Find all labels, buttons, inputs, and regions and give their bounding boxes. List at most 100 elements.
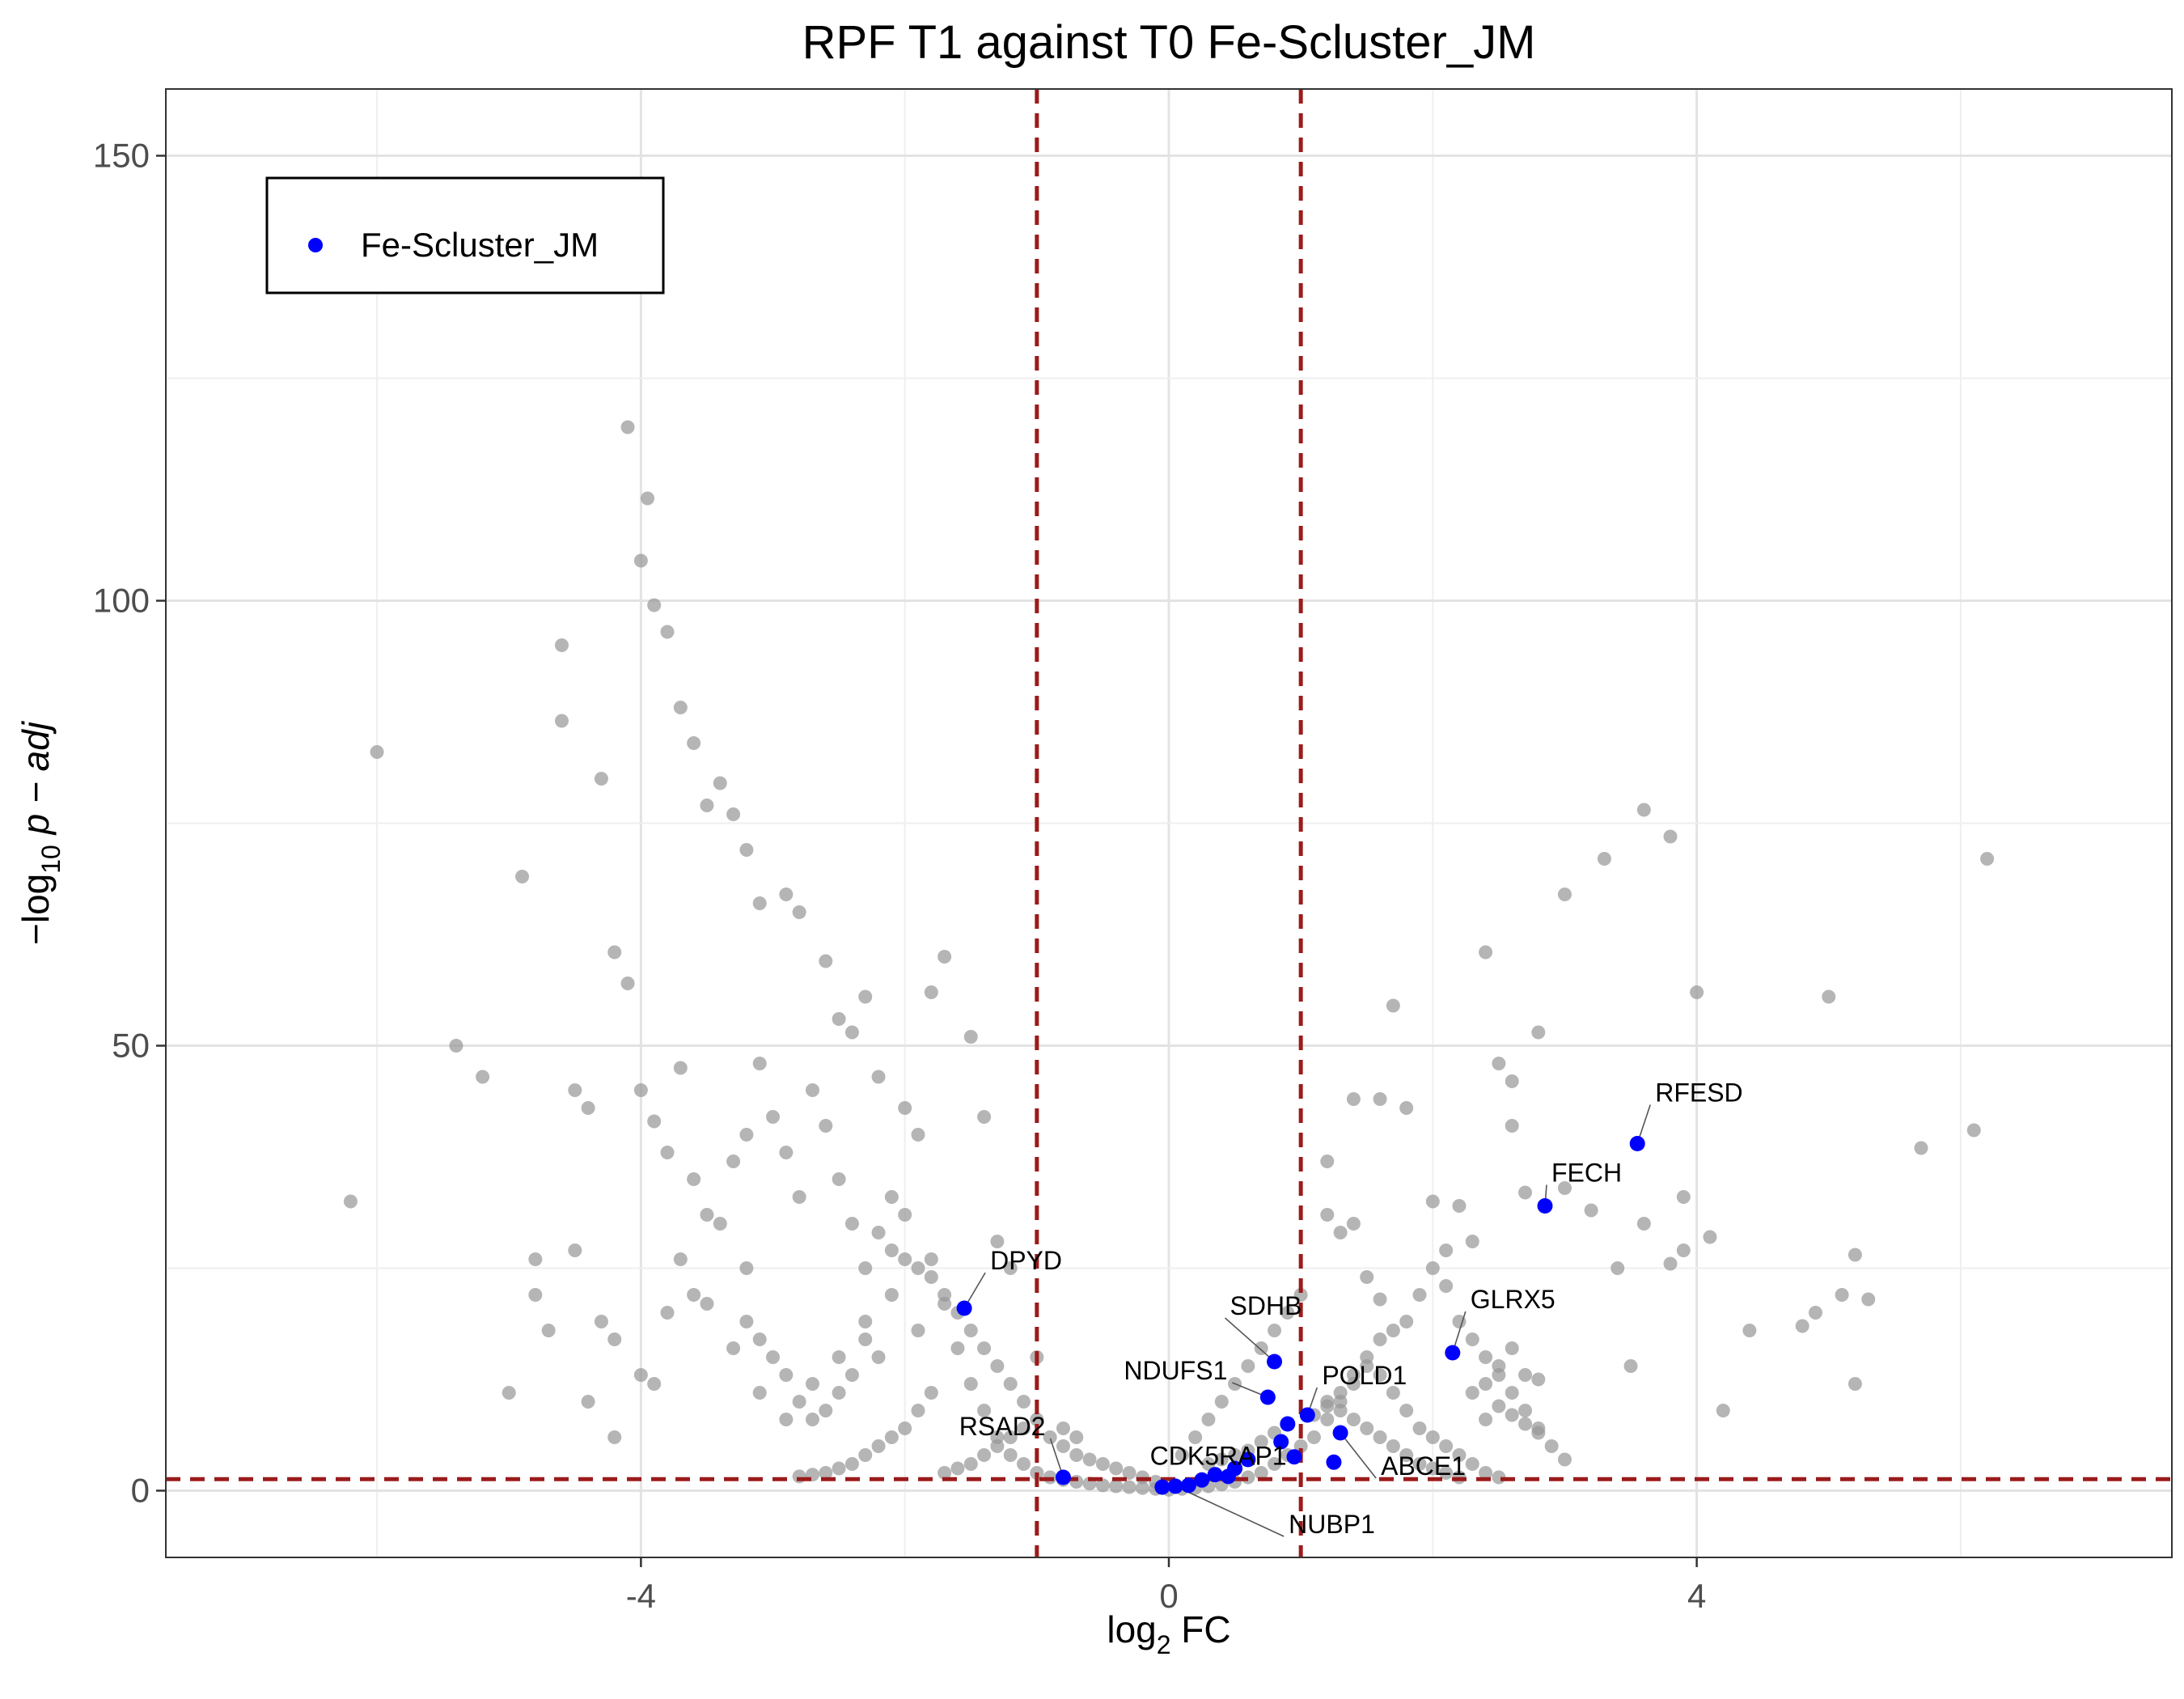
data-point	[898, 1421, 912, 1435]
data-point	[1452, 1448, 1467, 1462]
gene-label: NUBP1	[1289, 1510, 1375, 1539]
data-point	[1399, 1404, 1414, 1417]
data-point	[1557, 1181, 1572, 1195]
data-point	[792, 1469, 806, 1484]
data-point	[1399, 1448, 1414, 1462]
gene-label: CDK5RAP1	[1150, 1442, 1287, 1471]
gene-label: ABCE1	[1381, 1451, 1466, 1481]
gene-label: DPYD	[990, 1246, 1062, 1275]
gene-label: NDUFS1	[1124, 1356, 1227, 1385]
data-point	[1452, 1315, 1467, 1328]
data-point	[1003, 1448, 1018, 1462]
x-axis-title-subscript: 2	[1157, 1630, 1171, 1659]
data-point	[1346, 1368, 1361, 1382]
y-tick-label: 0	[131, 1472, 150, 1510]
data-point	[739, 1315, 754, 1328]
data-point	[1201, 1413, 1216, 1426]
highlighted-point	[1194, 1472, 1210, 1488]
data-point	[343, 1194, 358, 1209]
data-point	[1848, 1377, 1862, 1391]
legend-marker	[308, 238, 323, 252]
data-point	[1663, 1256, 1678, 1271]
data-point	[792, 905, 806, 919]
data-point	[1966, 1123, 1981, 1138]
data-point	[449, 1039, 463, 1053]
data-point	[1017, 1421, 1031, 1435]
y-tick-label: 150	[93, 137, 150, 175]
data-point	[832, 1172, 846, 1186]
data-point	[884, 1190, 899, 1204]
data-point	[660, 625, 675, 639]
data-point	[950, 1461, 965, 1476]
data-point	[911, 1324, 925, 1337]
highlighted-point	[1267, 1354, 1283, 1370]
data-point	[1320, 1395, 1335, 1409]
data-point	[1663, 829, 1678, 844]
data-point	[792, 1190, 806, 1204]
data-point	[1425, 1261, 1440, 1275]
data-point	[805, 1083, 819, 1097]
data-point	[1373, 1368, 1387, 1382]
leader-line	[1175, 1485, 1285, 1537]
data-point	[1056, 1421, 1070, 1435]
data-point	[1795, 1319, 1809, 1333]
data-point	[1518, 1404, 1533, 1417]
data-point	[1412, 1457, 1427, 1471]
data-point	[673, 701, 688, 714]
x-axis-ticks: -4 0 4	[626, 1557, 1706, 1615]
data-point	[1306, 1430, 1321, 1444]
x-tick-label: -4	[626, 1577, 656, 1615]
data-point	[819, 1119, 833, 1133]
data-point	[370, 745, 384, 759]
data-point	[726, 807, 741, 821]
data-point	[1241, 1359, 1255, 1373]
data-point	[884, 1288, 899, 1302]
y-axis-ticks: 0 50 100 150	[93, 137, 166, 1510]
data-point	[950, 1341, 965, 1355]
data-point	[766, 1110, 781, 1124]
data-point	[1479, 1350, 1493, 1364]
data-point	[1439, 1439, 1454, 1453]
highlighted-point	[1220, 1468, 1236, 1485]
data-point	[938, 1466, 952, 1480]
data-point	[528, 1252, 543, 1266]
data-point	[1479, 1377, 1493, 1391]
data-point	[687, 1288, 701, 1302]
data-point	[739, 1128, 754, 1142]
data-point	[1690, 985, 1704, 999]
data-point	[1597, 852, 1611, 866]
data-point	[779, 1368, 794, 1382]
data-point	[924, 985, 938, 999]
data-point	[1505, 1119, 1519, 1133]
data-point	[990, 1235, 1005, 1248]
data-point	[1360, 1421, 1374, 1435]
x-axis-title-prefix: log	[1107, 1608, 1156, 1650]
data-point	[1003, 1377, 1018, 1391]
data-point	[568, 1244, 582, 1257]
data-point	[1254, 1466, 1268, 1480]
data-point	[752, 1386, 767, 1400]
y-axis-title-subscript: 10	[36, 845, 66, 874]
data-point	[858, 1333, 873, 1346]
data-point	[568, 1083, 582, 1097]
data-point	[1360, 1350, 1374, 1364]
data-point	[752, 1057, 767, 1070]
data-point	[990, 1439, 1005, 1453]
data-point	[858, 1261, 873, 1275]
data-point	[1268, 1457, 1282, 1471]
data-point	[1017, 1395, 1031, 1409]
gene-label: RFESD	[1655, 1078, 1742, 1108]
data-point	[844, 1368, 859, 1382]
data-point	[1808, 1306, 1822, 1320]
leader-line	[1340, 1432, 1377, 1479]
data-point	[1742, 1324, 1757, 1337]
y-tick-label: 50	[112, 1027, 150, 1065]
data-point	[1479, 1413, 1493, 1426]
highlighted-point	[1326, 1454, 1342, 1470]
data-point	[1320, 1155, 1335, 1168]
data-point	[977, 1341, 992, 1355]
data-point	[924, 1270, 938, 1284]
data-point	[1095, 1478, 1110, 1493]
data-point	[819, 1466, 833, 1480]
data-point	[581, 1395, 595, 1409]
